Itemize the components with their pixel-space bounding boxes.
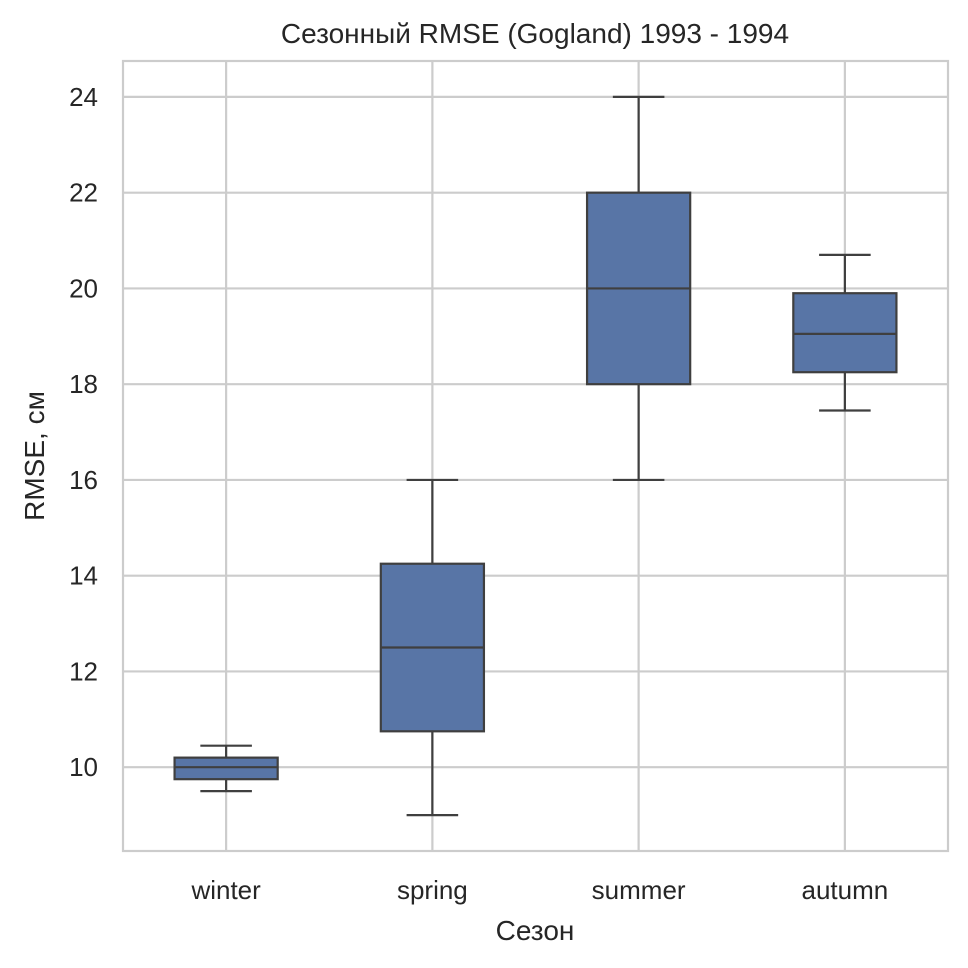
plot-frame xyxy=(121,59,950,853)
x-tick-labels: winter spring summer autumn xyxy=(190,875,888,905)
x-tick-label: spring xyxy=(397,875,468,905)
y-axis-label: RMSE, см xyxy=(19,391,50,521)
box-spring xyxy=(379,478,486,817)
y-tick-label: 16 xyxy=(69,465,98,495)
y-tick-label: 20 xyxy=(69,273,98,303)
x-tick-label: summer xyxy=(592,875,686,905)
grid-lines xyxy=(123,61,948,851)
y-tick-label: 24 xyxy=(69,82,98,112)
y-tick-label: 22 xyxy=(69,178,98,208)
x-tick-label: autumn xyxy=(802,875,889,905)
iqr-box xyxy=(792,292,898,374)
iqr-box xyxy=(173,756,279,781)
x-axis-label: Сезон xyxy=(496,915,575,946)
y-tick-label: 12 xyxy=(69,656,98,686)
y-tick-label: 10 xyxy=(69,752,98,782)
box-autumn xyxy=(792,253,898,412)
y-tick-labels: 10 12 14 16 18 20 22 24 xyxy=(69,82,98,782)
box-summer xyxy=(585,95,692,482)
y-tick-label: 18 xyxy=(69,369,98,399)
x-tick-label: winter xyxy=(190,875,261,905)
y-tick-label: 14 xyxy=(69,561,98,591)
box-winter xyxy=(173,744,279,793)
chart-title: Сезонный RMSE (Gogland) 1993 - 1994 xyxy=(281,18,789,49)
boxes-group xyxy=(173,95,898,817)
